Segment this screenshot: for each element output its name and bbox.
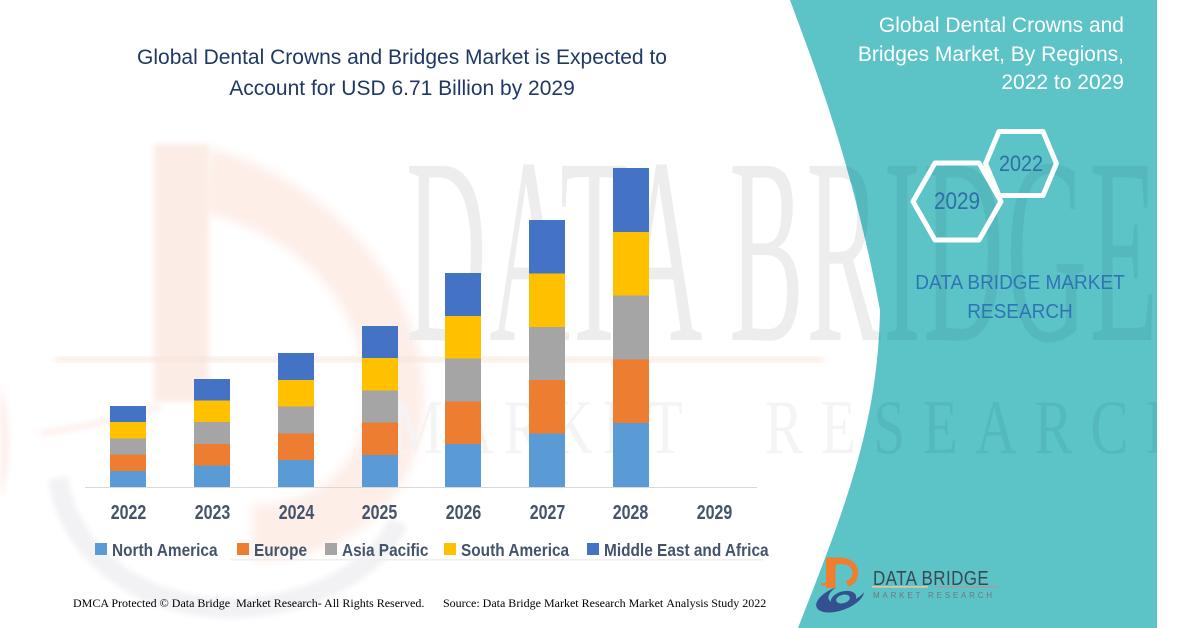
svg-text:MARKET RESEARCH: MARKET RESEARCH — [873, 591, 995, 600]
svg-text:DATA BRIDGE: DATA BRIDGE — [873, 567, 989, 590]
svg-text:2029: 2029 — [934, 188, 980, 215]
svg-text:2022: 2022 — [999, 151, 1043, 176]
